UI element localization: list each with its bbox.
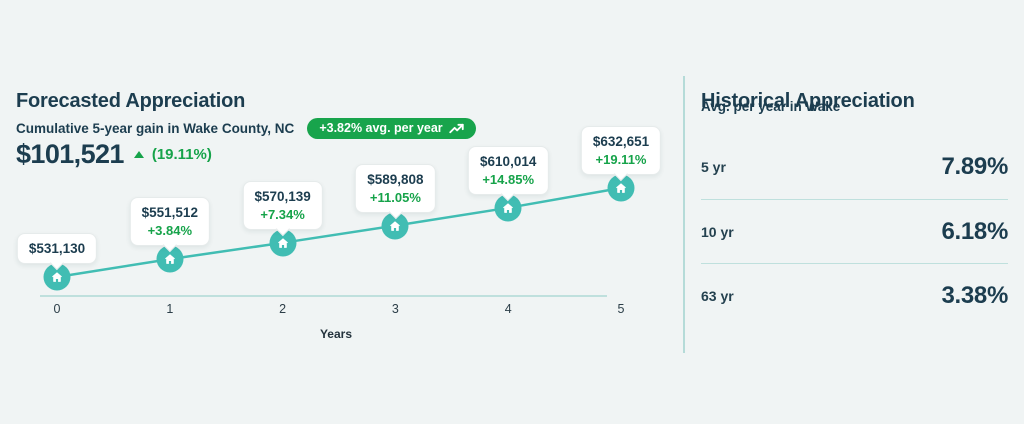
point-percent: +3.84% bbox=[147, 223, 193, 239]
forecast-subtitle-row: Cumulative 5-year gain in Wake County, N… bbox=[16, 118, 476, 139]
avg-per-year-badge: +3.82% avg. per year bbox=[307, 118, 476, 139]
point-label-box: $589,808 +11.05% bbox=[355, 163, 436, 213]
historical-panel: Historical Appreciation Avg. per year in… bbox=[701, 90, 1008, 327]
x-axis-title: Years bbox=[319, 327, 353, 341]
point-value: $570,139 bbox=[254, 188, 311, 204]
point-label-box: $610,014 +14.85% bbox=[468, 145, 549, 195]
point-label-box: $632,651 +19.11% bbox=[580, 126, 662, 175]
forecast-subtitle: Cumulative 5-year gain in Wake County, N… bbox=[16, 121, 295, 136]
historical-row-value: 3.38% bbox=[941, 281, 1008, 309]
up-triangle-icon bbox=[133, 151, 144, 158]
x-tick-label: 5 bbox=[617, 302, 625, 316]
x-tick-label: 0 bbox=[53, 302, 61, 316]
x-tick-label: 3 bbox=[391, 302, 399, 316]
forecast-title: Forecasted Appreciation bbox=[16, 90, 246, 112]
home-icon bbox=[269, 229, 297, 257]
point-percent: +19.11% bbox=[595, 152, 647, 167]
x-tick-label: 2 bbox=[279, 302, 287, 316]
historical-title: Historical Appreciation bbox=[701, 90, 915, 112]
avg-per-year-badge-label: +3.82% avg. per year bbox=[319, 121, 443, 136]
point-label-box: $551,512 +3.84% bbox=[129, 197, 210, 247]
historical-row-label: 5 yr bbox=[701, 159, 726, 175]
historical-row-value: 7.89% bbox=[941, 153, 1008, 180]
historical-row-value: 6.18% bbox=[941, 217, 1008, 245]
point-percent: +7.34% bbox=[260, 206, 305, 222]
point-value: $551,512 bbox=[141, 205, 198, 221]
chart-line-layer bbox=[40, 186, 622, 297]
point-percent: +14.85% bbox=[482, 171, 535, 187]
x-tick-label: 1 bbox=[166, 302, 174, 316]
historical-row-5yr: 5 yr 7.89% bbox=[701, 135, 1008, 199]
historical-row-10yr: 10 yr 6.18% bbox=[701, 199, 1008, 263]
historical-row-63yr: 63 yr 3.38% bbox=[701, 263, 1008, 327]
historical-subtitle: Avg. per year in Wake bbox=[701, 99, 841, 114]
point-label-box: $570,139 +7.34% bbox=[242, 180, 323, 230]
point-value: $589,808 bbox=[367, 171, 424, 187]
x-tick-label: 4 bbox=[504, 302, 512, 316]
cumulative-gain-value: $101,521 bbox=[16, 139, 124, 169]
historical-row-label: 10 yr bbox=[701, 223, 734, 240]
trend-up-icon bbox=[448, 122, 464, 135]
appreciation-line-chart: Years 0 $531,130 1 $551,512 +3.84% 2 $570,139 +… bbox=[16, 120, 662, 350]
cumulative-gain-row: $101,521 (19.11%) bbox=[16, 139, 212, 170]
point-label-box: $531,130 bbox=[16, 233, 98, 264]
panel-divider bbox=[683, 76, 685, 353]
historical-rows: 5 yr 7.89% 10 yr 6.18% 63 yr 3.38% bbox=[701, 135, 1008, 327]
historical-row-label: 63 yr bbox=[701, 287, 734, 304]
point-value: $531,130 bbox=[28, 241, 86, 256]
point-value: $610,014 bbox=[480, 153, 537, 169]
point-percent: +11.05% bbox=[369, 189, 421, 205]
cumulative-gain-percent: (19.11%) bbox=[151, 146, 212, 163]
point-value: $632,651 bbox=[592, 134, 650, 149]
